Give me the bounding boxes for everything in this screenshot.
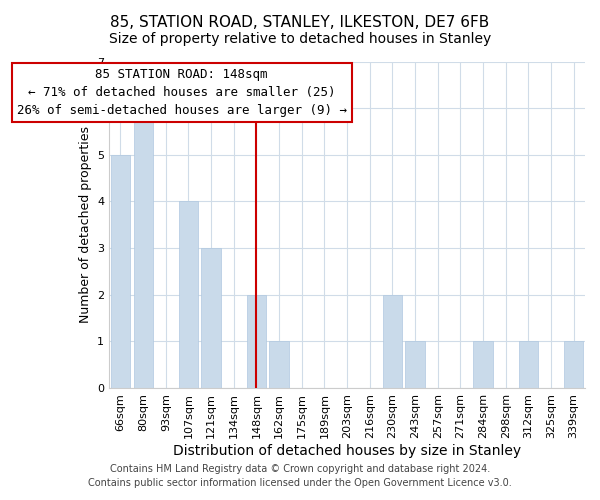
Bar: [269, 342, 289, 388]
Bar: [383, 294, 402, 388]
Bar: [202, 248, 221, 388]
Bar: [473, 342, 493, 388]
X-axis label: Distribution of detached houses by size in Stanley: Distribution of detached houses by size …: [173, 444, 521, 458]
Bar: [247, 294, 266, 388]
Y-axis label: Number of detached properties: Number of detached properties: [79, 126, 92, 323]
Text: Size of property relative to detached houses in Stanley: Size of property relative to detached ho…: [109, 32, 491, 46]
Bar: [179, 202, 198, 388]
Bar: [564, 342, 583, 388]
Text: Contains HM Land Registry data © Crown copyright and database right 2024.
Contai: Contains HM Land Registry data © Crown c…: [88, 464, 512, 487]
Bar: [406, 342, 425, 388]
Text: 85, STATION ROAD, STANLEY, ILKESTON, DE7 6FB: 85, STATION ROAD, STANLEY, ILKESTON, DE7…: [110, 15, 490, 30]
Bar: [134, 108, 153, 388]
Text: 85 STATION ROAD: 148sqm
← 71% of detached houses are smaller (25)
26% of semi-de: 85 STATION ROAD: 148sqm ← 71% of detache…: [17, 68, 347, 117]
Bar: [519, 342, 538, 388]
Bar: [111, 155, 130, 388]
